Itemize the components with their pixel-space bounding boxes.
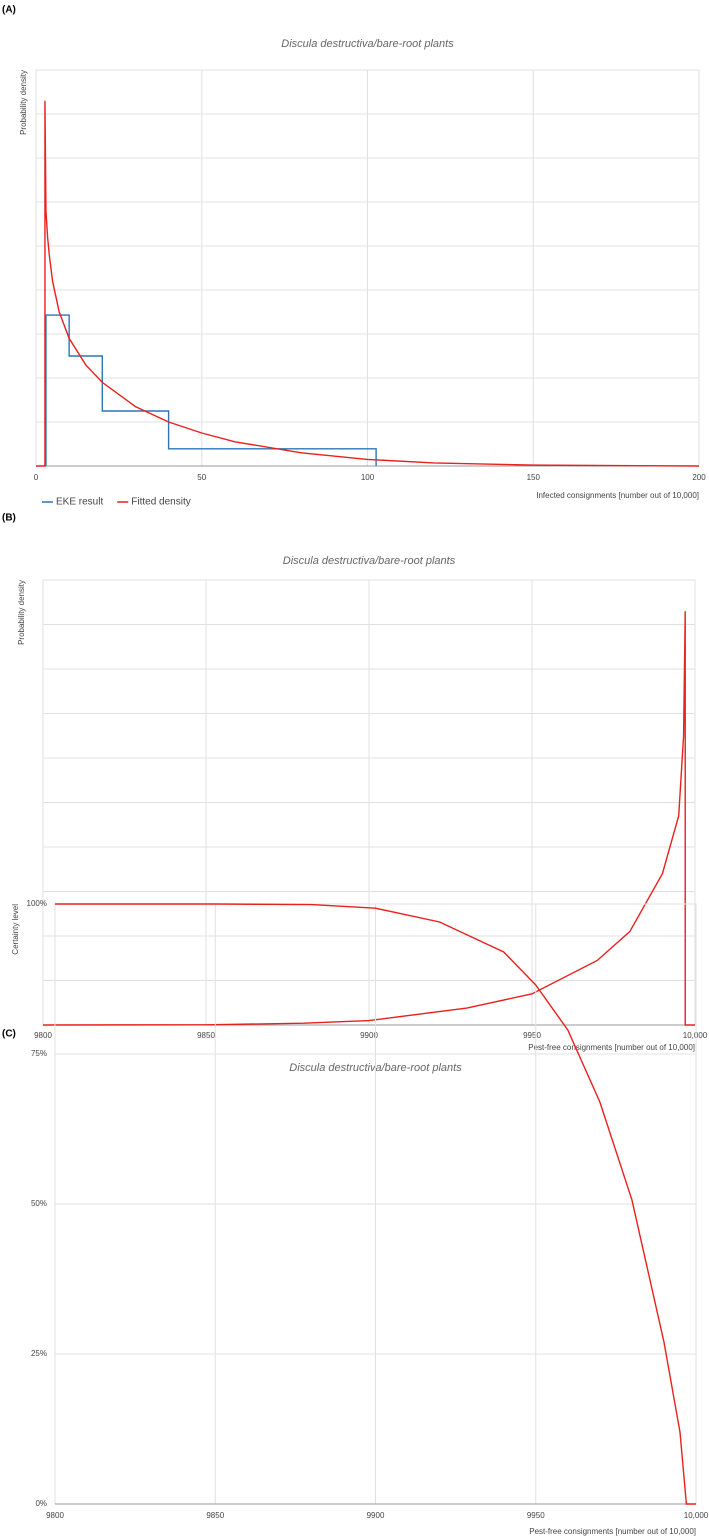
x-tick-label: 50 <box>197 473 206 482</box>
y-tick-label: 100% <box>27 899 47 908</box>
x-tick-label: 9950 <box>527 1511 545 1520</box>
x-tick-label: 9950 <box>523 1031 541 1040</box>
x-tick-label: 150 <box>527 473 541 482</box>
x-axis-label: Pest-free consignments [number out of 10… <box>529 1527 696 1536</box>
x-tick-label: 9800 <box>34 1031 52 1040</box>
y-tick-label: 0% <box>35 1499 47 1508</box>
panel-label: (B) <box>2 513 16 524</box>
x-tick-label: 10,000 <box>684 1511 709 1520</box>
y-axis-label: Probability density <box>17 580 26 645</box>
x-tick-label: 0 <box>34 473 39 482</box>
x-tick-label: 9850 <box>197 1031 215 1040</box>
y-tick-label: 75% <box>31 1049 47 1058</box>
chart-title: Discula destructiva/bare-root plants <box>283 555 456 567</box>
legend-label: EKE result <box>56 497 103 508</box>
series-line <box>36 100 700 467</box>
x-tick-label: 9900 <box>367 1511 385 1520</box>
chart-title: Discula destructiva/bare-root plants <box>281 38 454 50</box>
y-tick-label: 50% <box>31 1199 47 1208</box>
x-tick-label: 9900 <box>360 1031 378 1040</box>
x-tick-label: 100 <box>361 473 375 482</box>
y-tick-label: 25% <box>31 1349 47 1358</box>
y-axis-label: Certainty level <box>11 904 20 955</box>
x-axis-label: Pest-free consignments [number out of 10… <box>528 1043 695 1052</box>
panel-label: (A) <box>2 5 16 16</box>
series-line <box>42 611 695 1026</box>
x-tick-label: 200 <box>692 473 706 482</box>
x-tick-label: 9800 <box>46 1511 64 1520</box>
series-line <box>45 314 377 466</box>
legend-label: Fitted density <box>131 497 190 508</box>
series-line <box>55 903 696 1505</box>
x-tick-label: 10,000 <box>683 1031 708 1040</box>
x-tick-label: 9850 <box>206 1511 224 1520</box>
x-axis-label: Infected consignments [number out of 10,… <box>536 491 699 500</box>
panel-label: (C) <box>2 1029 16 1040</box>
y-axis-label: Probability density <box>19 70 28 135</box>
